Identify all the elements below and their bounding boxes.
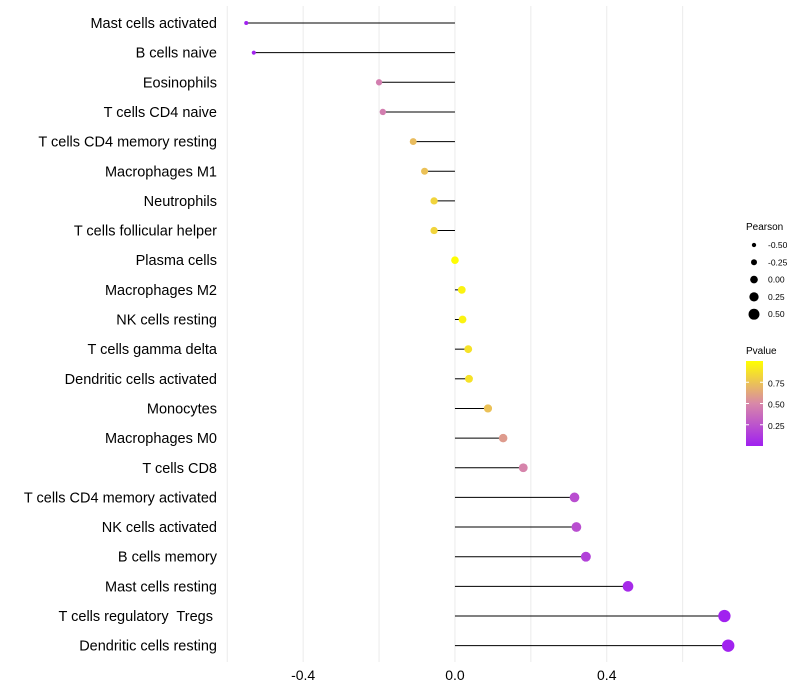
data-point: [722, 639, 735, 652]
legend-size-key: [750, 275, 758, 284]
grid-layer: [226, 6, 684, 662]
category-label: Eosinophils: [143, 75, 217, 91]
data-point: [409, 138, 417, 146]
legend-size-key: [749, 292, 759, 302]
category-label: T cells CD4 memory resting: [38, 135, 217, 151]
data-point: [457, 285, 466, 294]
data-point: [465, 374, 473, 383]
data-point: [375, 79, 383, 86]
category-label: NK cells resting: [116, 313, 217, 329]
legend-size-label: 0.00: [768, 275, 785, 285]
category-label: T cells follicular helper: [74, 224, 217, 240]
data-point: [451, 256, 459, 265]
category-labels: Mast cells activated B cells naive Eosinop…: [24, 16, 218, 655]
legend-color-label: 0.50: [768, 400, 785, 410]
data-point: [518, 463, 528, 473]
category-label: T cells gamma delta: [88, 342, 218, 358]
legend-size-label: -0.50: [768, 240, 788, 250]
legend-size-label: -0.25: [768, 257, 788, 267]
category-label: B cells memory: [118, 550, 218, 566]
data-point: [622, 581, 634, 592]
category-label: Macrophages M0: [105, 431, 217, 447]
category-label: Monocytes: [147, 401, 217, 417]
data-point: [580, 551, 591, 562]
category-label: Neutrophils: [144, 194, 217, 210]
legend-size-label: 0.25: [768, 292, 785, 302]
legend-size-key: [748, 308, 760, 320]
x-axis: -0.4 0.0 0.4: [291, 667, 617, 683]
legend-pearson: Pearson -0.50 -0.25 0.00 0.25 0.50: [746, 222, 788, 320]
x-tick-label: 0.4: [597, 667, 617, 683]
data-point: [498, 433, 508, 443]
category-label: Mast cells resting: [105, 579, 217, 595]
legend-pvalue-title: Pvalue: [746, 346, 777, 357]
category-label: Plasma cells: [136, 253, 217, 269]
x-tick-label: 0.0: [445, 667, 465, 683]
data-point: [483, 404, 493, 413]
category-label: T cells CD8: [142, 461, 217, 477]
category-label: T cells regulatory Tregs: [59, 609, 218, 625]
legend-size-key: [751, 259, 757, 266]
legend-pearson-title: Pearson: [746, 222, 783, 233]
category-label: Mast cells activated: [90, 16, 217, 32]
category-label: T cells CD4 memory activated: [24, 490, 217, 506]
category-label: Dendritic cells activated: [65, 372, 217, 388]
legend-pvalue: Pvalue 0.75 0.50 0.25: [746, 346, 785, 446]
category-label: T cells CD4 naive: [104, 105, 217, 121]
category-label: Macrophages M2: [105, 283, 217, 299]
legend-color-label: 0.75: [768, 378, 785, 388]
data-point: [458, 315, 467, 324]
data-point: [421, 167, 429, 175]
pvalue-colorbar: [746, 361, 763, 446]
data-point: [244, 21, 249, 25]
legend-color-label: 0.25: [768, 421, 785, 431]
data-point: [571, 522, 582, 532]
category-label: B cells naive: [136, 46, 217, 62]
points: [244, 21, 735, 652]
category-label: Macrophages M1: [105, 164, 217, 180]
category-label: Dendritic cells resting: [79, 639, 217, 655]
legend-size-label: 0.50: [768, 309, 785, 319]
data-point: [379, 108, 387, 116]
legend-size-key: [751, 242, 757, 248]
data-point: [251, 50, 256, 55]
category-label: NK cells activated: [102, 520, 217, 536]
data-point: [464, 345, 473, 354]
x-tick-label: -0.4: [291, 667, 315, 683]
data-point: [430, 197, 438, 205]
segments: [246, 22, 729, 647]
data-point: [718, 609, 731, 623]
data-point: [569, 492, 580, 503]
data-point: [430, 226, 438, 235]
